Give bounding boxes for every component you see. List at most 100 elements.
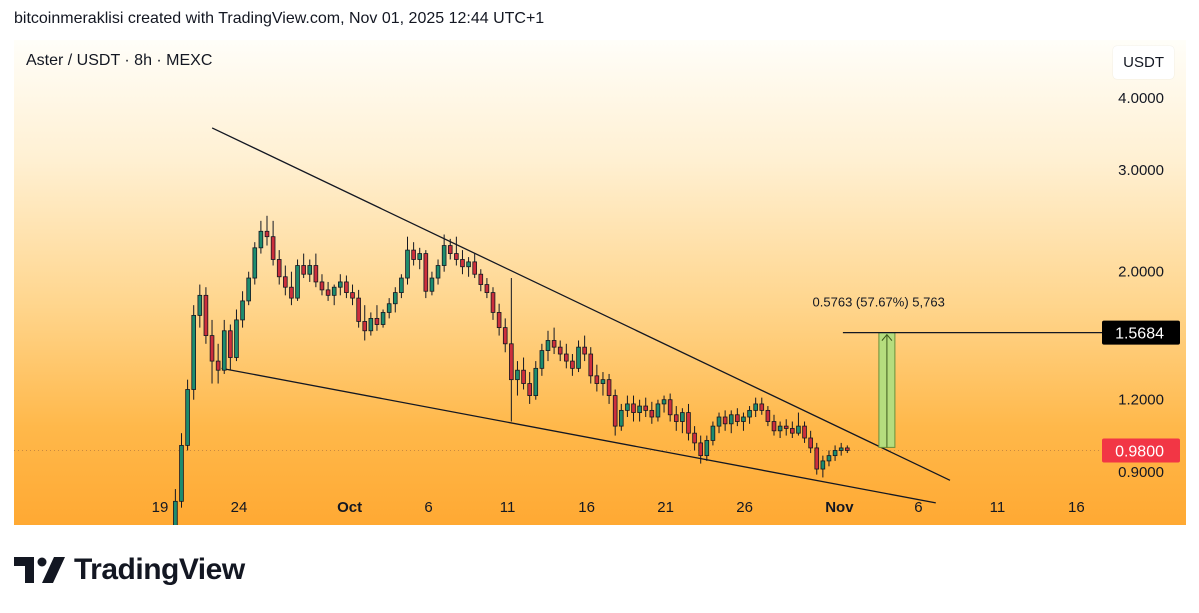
candle-body[interactable] — [417, 253, 423, 260]
candle-body[interactable] — [802, 425, 807, 439]
candle-body[interactable] — [759, 403, 765, 411]
candle-body[interactable] — [741, 416, 746, 422]
candle-body[interactable] — [228, 330, 233, 358]
candle-body[interactable] — [362, 321, 368, 332]
candle-body[interactable] — [753, 403, 758, 411]
candle-body[interactable] — [515, 369, 520, 381]
candle-body[interactable] — [777, 425, 783, 432]
candle-body[interactable] — [270, 236, 276, 260]
candle-body[interactable] — [667, 399, 673, 416]
candle-body[interactable] — [539, 350, 545, 369]
candle-body[interactable] — [564, 353, 569, 362]
candle-body[interactable] — [600, 379, 606, 384]
candle-body[interactable] — [423, 253, 429, 292]
candle-body[interactable] — [680, 412, 685, 422]
chart-area[interactable]: 0.5763 (57.67%) 5,763 4.0000 3.0000 2.0000 1… — [14, 40, 1186, 525]
candle-body[interactable] — [484, 284, 490, 293]
candle-body[interactable] — [692, 432, 697, 444]
candle-body[interactable] — [527, 383, 532, 396]
candle-body[interactable] — [411, 249, 416, 260]
candle-body[interactable] — [301, 265, 306, 275]
candle-body[interactable] — [441, 245, 447, 266]
candle-body[interactable] — [179, 445, 184, 502]
candle-body[interactable] — [588, 353, 594, 377]
candle-body[interactable] — [735, 414, 740, 422]
trendline-upper[interactable] — [211, 127, 951, 481]
candle-body[interactable] — [307, 265, 313, 275]
candle-body[interactable] — [643, 405, 649, 411]
candle-body[interactable] — [551, 340, 557, 348]
tradingview-logo[interactable]: TradingView — [14, 552, 245, 588]
candle-body[interactable] — [289, 286, 294, 299]
candle-body[interactable] — [209, 335, 215, 362]
candle-body[interactable] — [472, 261, 477, 275]
candle-body[interactable] — [796, 425, 801, 434]
candle-body[interactable] — [673, 414, 679, 422]
candle-body[interactable] — [606, 379, 612, 396]
candle-body[interactable] — [258, 230, 264, 249]
candle-body[interactable] — [686, 412, 691, 434]
candle-body[interactable] — [826, 455, 832, 462]
candle-body[interactable] — [704, 440, 710, 457]
candle-body[interactable] — [808, 437, 813, 449]
candle-body[interactable] — [338, 281, 343, 288]
candle-body[interactable] — [722, 416, 728, 425]
candle-body[interactable] — [350, 292, 355, 299]
candle-body[interactable] — [331, 286, 337, 296]
candle-body[interactable] — [783, 425, 789, 429]
candle-body[interactable] — [252, 247, 258, 279]
candle-body[interactable] — [698, 442, 703, 457]
candle-body[interactable] — [618, 409, 624, 427]
candle-body[interactable] — [246, 277, 251, 302]
candle-body[interactable] — [454, 253, 459, 260]
candle-body[interactable] — [625, 403, 630, 411]
candle-body[interactable] — [533, 367, 539, 396]
candle-body[interactable] — [221, 330, 227, 371]
candle-body[interactable] — [502, 327, 508, 345]
symbol-label[interactable]: Aster / USDT · 8h · MEXC — [26, 52, 213, 69]
candle-body[interactable] — [460, 259, 465, 268]
candle-body[interactable] — [570, 360, 575, 369]
candle-body[interactable] — [191, 314, 196, 390]
candle-body[interactable] — [509, 343, 514, 381]
candle-body[interactable] — [655, 403, 661, 418]
candle-body[interactable] — [435, 265, 441, 279]
candle-body[interactable] — [765, 409, 771, 422]
candle-body[interactable] — [466, 261, 471, 268]
candle-body[interactable] — [496, 312, 502, 329]
candle-body[interactable] — [661, 399, 667, 405]
candle-body[interactable] — [203, 294, 209, 336]
candle-body[interactable] — [185, 389, 190, 446]
candle-body[interactable] — [447, 245, 453, 254]
candle-body[interactable] — [392, 292, 398, 305]
candle-body[interactable] — [820, 460, 826, 470]
candle-body[interactable] — [295, 265, 300, 299]
candle-body[interactable] — [637, 405, 642, 413]
candle-body[interactable] — [649, 409, 655, 418]
candle-body[interactable] — [319, 281, 325, 291]
candle-body[interactable] — [594, 375, 600, 384]
candle-body[interactable] — [576, 346, 581, 369]
candle-body[interactable] — [710, 425, 716, 441]
candle-body[interactable] — [747, 409, 752, 418]
candle-body[interactable] — [399, 277, 404, 293]
candle-body[interactable] — [716, 416, 722, 427]
candle-body[interactable] — [557, 346, 563, 355]
candle-body[interactable] — [582, 346, 587, 355]
candle-body[interactable] — [728, 414, 734, 425]
candle-body[interactable] — [386, 303, 392, 313]
candle-body[interactable] — [374, 317, 380, 325]
candle-body[interactable] — [838, 447, 844, 451]
trendline-lower[interactable] — [221, 367, 936, 504]
candle-body[interactable] — [173, 500, 178, 525]
candle-body[interactable] — [313, 265, 319, 283]
candle-body[interactable] — [612, 395, 618, 427]
candle-body[interactable] — [490, 292, 496, 313]
candle-body[interactable] — [325, 289, 331, 296]
candle-body[interactable] — [771, 421, 777, 432]
candle-body[interactable] — [344, 281, 349, 293]
candle-body[interactable] — [240, 300, 245, 321]
candle-body[interactable] — [429, 277, 435, 292]
candle-body[interactable] — [521, 369, 526, 384]
candle-body[interactable] — [215, 360, 221, 371]
